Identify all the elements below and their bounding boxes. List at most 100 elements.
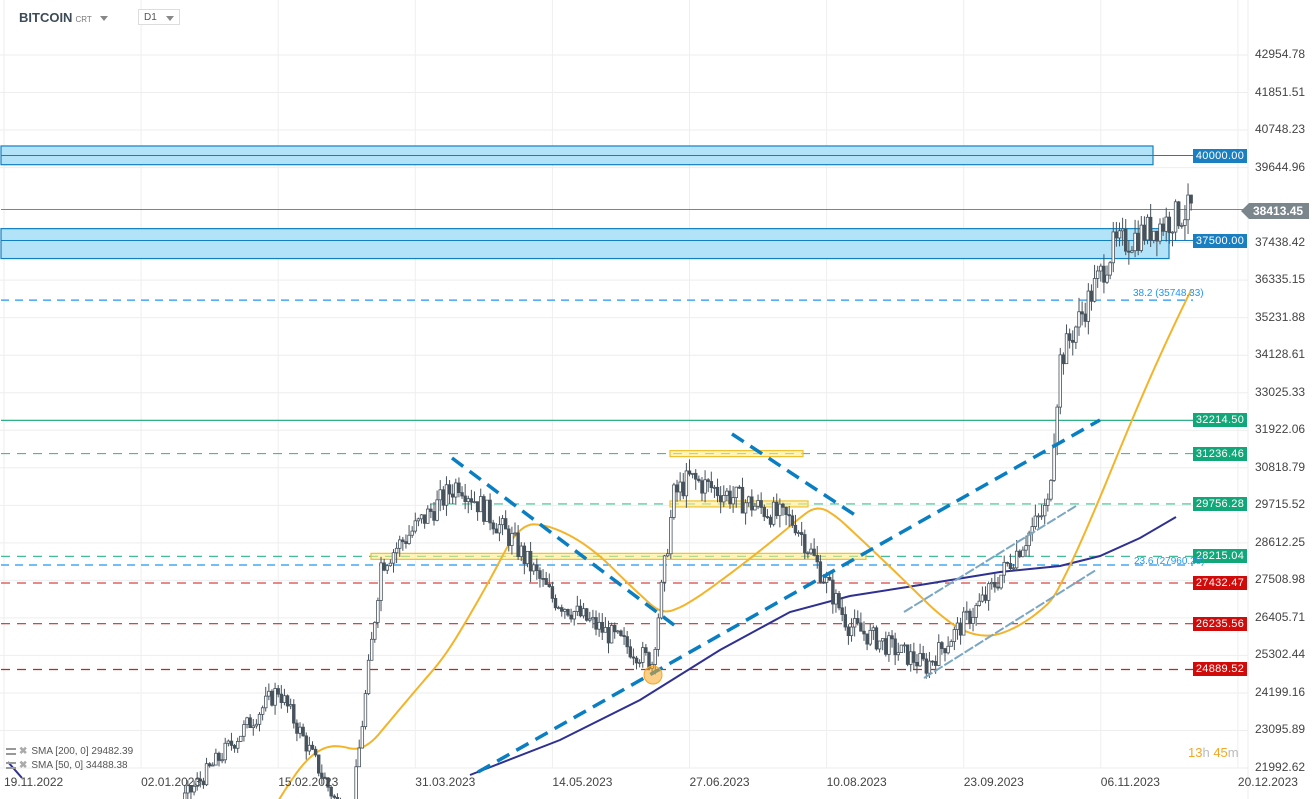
- candle-down: [1061, 354, 1066, 365]
- candle-down: [1167, 216, 1172, 234]
- x-tick: 06.11.2023: [1100, 775, 1160, 789]
- candle-down: [1018, 550, 1022, 558]
- candle-up: [242, 724, 246, 737]
- candle-down: [787, 514, 791, 517]
- candle-down: [382, 562, 386, 571]
- candle-down: [784, 506, 788, 516]
- candle-down: [323, 776, 327, 779]
- price-label-green: 29756.28: [1193, 496, 1247, 511]
- resistance-zone: [0, 228, 1170, 260]
- candle-down: [276, 688, 280, 695]
- candle-up: [410, 530, 414, 536]
- candle-up: [946, 645, 950, 654]
- candle-up: [977, 600, 981, 606]
- candle-up: [1164, 216, 1168, 232]
- candle-up: [226, 740, 231, 744]
- candle-down: [404, 541, 408, 544]
- candle-up: [525, 550, 530, 565]
- candle-down: [207, 763, 212, 767]
- candle-down: [401, 539, 405, 543]
- x-tick: 20.12.2023: [1237, 775, 1298, 789]
- candle-down: [332, 795, 336, 798]
- candle-up: [747, 496, 751, 504]
- trendlines[interactable]: [450, 418, 1101, 774]
- candle-down: [1124, 228, 1128, 252]
- candle-down: [594, 617, 598, 630]
- candle-down: [544, 578, 548, 585]
- close-icon[interactable]: ✖: [19, 760, 28, 771]
- candle-up: [734, 486, 738, 499]
- candle-down: [232, 745, 237, 749]
- settings-icon[interactable]: [6, 747, 16, 755]
- candle-up: [264, 695, 268, 709]
- candle-down: [1008, 563, 1013, 569]
- timeframe-select[interactable]: D1: [138, 9, 180, 25]
- candle-down: [905, 644, 910, 665]
- x-tick: 23.09.2023: [963, 775, 1024, 789]
- candle-down: [762, 507, 766, 517]
- candle-up: [1074, 326, 1078, 343]
- candle-up: [298, 726, 302, 734]
- candle-down: [740, 486, 745, 514]
- candle-up: [479, 496, 483, 513]
- candle-down: [335, 797, 340, 799]
- candle-down: [566, 609, 570, 616]
- y-tick: 26405.71: [1255, 609, 1306, 624]
- candle-down: [924, 658, 929, 674]
- candle-up: [379, 562, 383, 601]
- candle-up: [519, 545, 523, 558]
- candle-up: [416, 518, 421, 522]
- low-marker: [643, 665, 663, 685]
- y-tick: 31922.06: [1255, 422, 1306, 437]
- close-icon[interactable]: ✖: [19, 746, 28, 757]
- candle-up: [980, 594, 985, 602]
- candle-down: [837, 593, 841, 609]
- candle-down: [759, 500, 763, 508]
- candle-down: [1089, 290, 1094, 302]
- legend-sma-200[interactable]: ✖ SMA [200, 0] 29482.39: [6, 746, 133, 757]
- settings-icon[interactable]: [6, 761, 16, 769]
- candle-down: [1080, 311, 1084, 315]
- chevron-down-icon[interactable]: [99, 16, 108, 22]
- candle-down: [550, 586, 555, 599]
- candle-down: [457, 482, 461, 493]
- y-tick: 35231.88: [1255, 309, 1306, 324]
- candle-up: [588, 618, 592, 621]
- price-label-green: 32214.50: [1193, 413, 1247, 428]
- candle-up: [591, 617, 595, 620]
- symbol-selector[interactable]: BITCOIN CRT: [19, 10, 108, 25]
- y-tick: 33025.33: [1255, 384, 1306, 399]
- candle-down: [647, 652, 651, 669]
- candle-up: [183, 792, 187, 799]
- candle-down: [494, 528, 499, 534]
- candle-up: [641, 647, 645, 663]
- candle-down: [541, 578, 545, 580]
- candle-down: [790, 515, 795, 526]
- timer-minutes-unit: m: [1227, 745, 1239, 760]
- chevron-down-icon: [166, 16, 174, 21]
- candle-up: [712, 486, 717, 489]
- candle-down: [843, 614, 847, 628]
- candle-up: [678, 481, 682, 493]
- candle-down: [815, 555, 819, 563]
- candle-down: [644, 647, 648, 654]
- candle-up: [902, 644, 907, 647]
- channel-line: [923, 569, 1097, 679]
- candle-down: [940, 642, 944, 649]
- candle-up: [513, 532, 517, 535]
- candle-up: [1043, 504, 1047, 517]
- candle-down: [613, 625, 617, 633]
- legend-sma-50[interactable]: ✖ SMA [50, 0] 34488.38: [6, 760, 128, 771]
- price-label-red: 26235.56: [1193, 616, 1247, 631]
- candle-up: [1095, 270, 1100, 279]
- candle-up: [909, 651, 913, 665]
- candle-down: [1155, 230, 1159, 242]
- candle-down: [709, 481, 714, 489]
- candle-up: [357, 747, 361, 768]
- trendline: [450, 456, 680, 630]
- candle-up: [363, 693, 368, 728]
- candle-up: [1033, 515, 1038, 527]
- price-label-blue: 37500.00: [1193, 233, 1247, 248]
- candle-up: [952, 629, 957, 642]
